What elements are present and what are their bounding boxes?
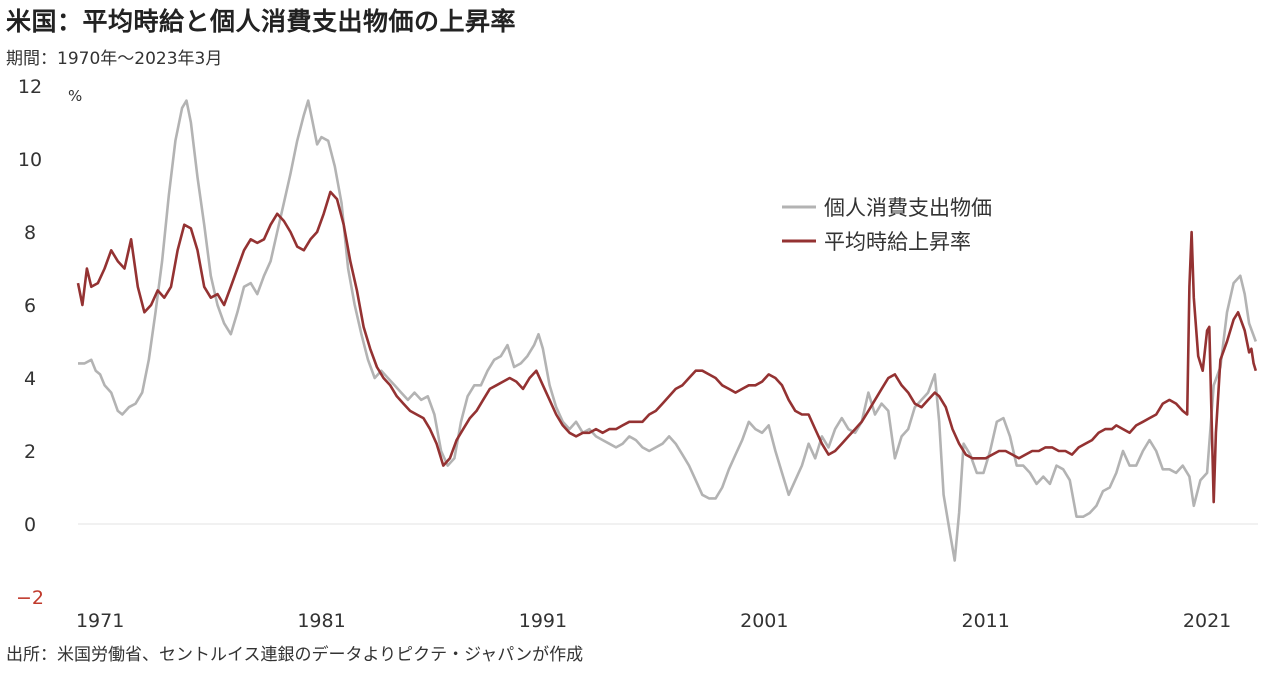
x-tick-label: 1991 [519,610,567,632]
series-layer [76,99,1258,562]
series-line-pce-price [78,99,1258,562]
y-axis-ticks: −2 0 2 4 6 8 10 12 [16,76,44,609]
x-tick-label: 1981 [297,610,345,632]
chart-period: 期間：1970年～2023年3月 [6,49,223,69]
y-tick-label: 0 [24,514,36,536]
x-tick-label: 2001 [740,610,788,632]
y-tick-label: 2 [24,441,36,463]
y-tick-label: 6 [24,295,36,317]
x-tick-label: 2011 [962,610,1010,632]
x-axis-ticks: 1971 1981 1991 2001 2011 2021 [76,610,1231,632]
legend-label: 平均時給上昇率 [824,230,971,254]
y-tick-label: 8 [24,222,36,244]
legend-label: 個人消費支出物価 [824,196,992,220]
y-tick-label: −2 [16,587,44,609]
x-tick-label: 2021 [1183,610,1231,632]
y-axis-unit: % [68,87,82,105]
series-line-hourly-wage [76,190,1258,504]
chart-title: 米国：平均時給と個人消費支出物価の上昇率 [6,7,517,36]
y-tick-label: 10 [18,149,42,171]
y-tick-label: 4 [24,368,36,390]
x-tick-label: 1971 [76,610,124,632]
source-note: 出所：米国労働省、セントルイス連銀のデータよりピクテ・ジャパンが作成 [6,645,584,665]
y-tick-label: 12 [18,76,42,98]
